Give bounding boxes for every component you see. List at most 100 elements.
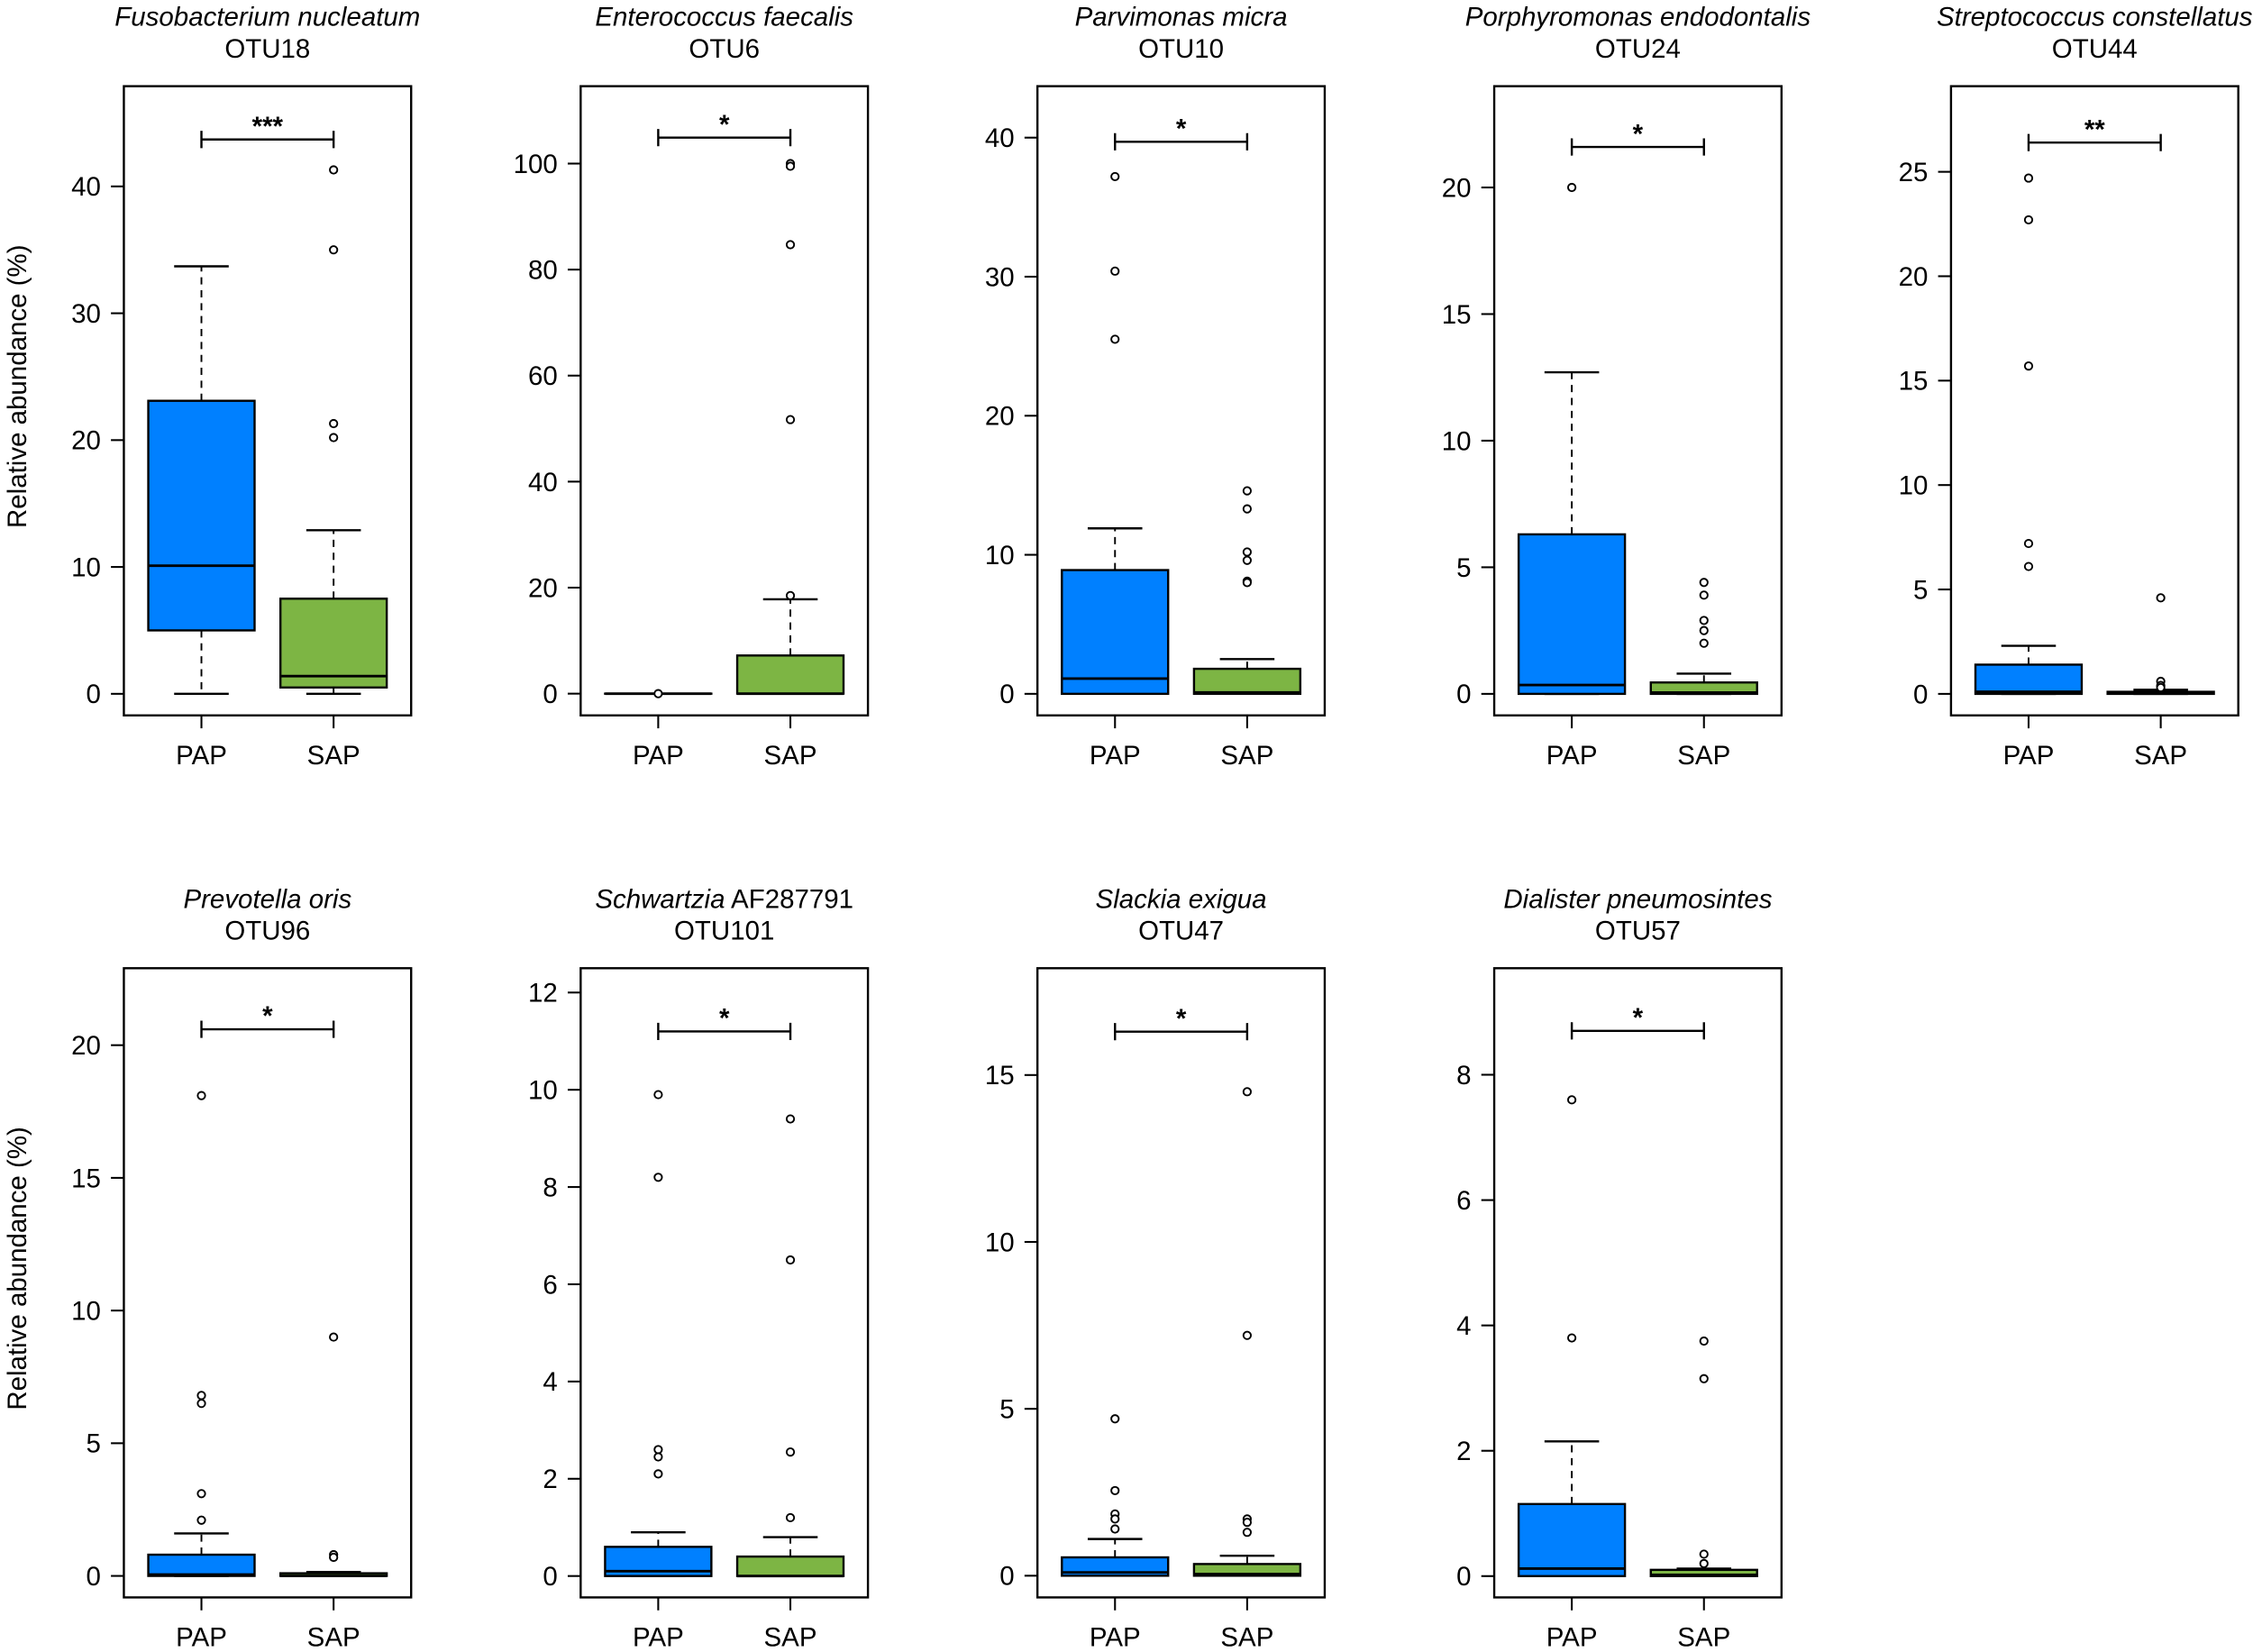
x-tick-label-sap: SAP: [2134, 741, 2187, 771]
species-name: Streptococcus constellatus: [1937, 3, 2253, 32]
y-tick-label: 40: [71, 172, 101, 202]
y-tick-label: 0: [1913, 680, 1928, 709]
box-pap: [147, 265, 256, 696]
iqr-box: [1517, 1502, 1627, 1577]
iqr-box: [147, 1553, 256, 1577]
outlier-point: [1242, 504, 1252, 514]
box-pap: [604, 1090, 713, 1577]
species-name: Prevotella oris: [183, 884, 351, 914]
y-tick-label: 0: [1456, 680, 1471, 709]
box-sap: [735, 1114, 845, 1578]
outlier-point: [1699, 1374, 1709, 1383]
y-tick-label: 20: [1899, 262, 1929, 292]
outlier-point: [2023, 214, 2034, 225]
x-tick-label-sap: SAP: [764, 741, 817, 771]
outlier-point: [1699, 578, 1709, 588]
y-tick-label: 5: [1456, 553, 1471, 583]
significance-stars: *: [1633, 119, 1644, 149]
box-pap: [604, 689, 713, 698]
y-tick-label: 2: [1456, 1437, 1471, 1466]
y-tick-label: 6: [1456, 1186, 1471, 1216]
significance-bracket: [1570, 138, 1705, 156]
y-tick-label: 20: [1442, 173, 1472, 203]
iqr-box: [147, 399, 256, 632]
significance-stars: *: [719, 1004, 730, 1034]
outlier-point: [1242, 1517, 1252, 1528]
outlier-point: [1242, 547, 1252, 557]
plot-frame: [123, 967, 413, 1599]
y-axis-label: Relative abundance (%): [3, 1127, 32, 1410]
outlier-point: [329, 1552, 339, 1563]
outlier-point: [2023, 173, 2034, 183]
iqr-box: [1192, 667, 1302, 696]
y-tick-label: 15: [71, 1164, 101, 1193]
box-pap: [1061, 1414, 1170, 1577]
outlier-point: [653, 689, 663, 698]
outlier-point: [1699, 616, 1709, 625]
x-tick-label-pap: PAP: [1546, 741, 1598, 771]
y-tick-label: 20: [71, 426, 101, 456]
outlier-point: [653, 1090, 663, 1100]
box-sap: [1192, 486, 1302, 696]
outlier-point: [1699, 638, 1709, 648]
box-sap: [1192, 1087, 1302, 1577]
outlier-point: [2156, 593, 2166, 603]
outlier-point: [785, 1447, 796, 1457]
outlier-point: [1699, 1558, 1709, 1568]
y-tick-label: 30: [71, 299, 101, 329]
outlier-point: [196, 1489, 206, 1499]
outlier-point: [653, 1452, 663, 1462]
panel-title-otu: OTU47: [1138, 916, 1224, 945]
outlier-point: [2023, 561, 2034, 571]
plot-frame: [1035, 967, 1327, 1599]
x-tick-label-sap: SAP: [1220, 741, 1273, 771]
y-tick-label: 2: [543, 1465, 557, 1494]
outlier-point: [653, 1445, 663, 1455]
x-tick-label-pap: PAP: [633, 741, 684, 771]
plot-frame: [123, 85, 413, 716]
outlier-point: [653, 1469, 663, 1479]
outlier-point: [1110, 1485, 1120, 1496]
panel-title-species: Slackia exigua: [1096, 884, 1267, 914]
y-tick-label: 25: [1899, 158, 1929, 187]
significance-stars: **: [2084, 114, 2105, 144]
panel-title-species: Prevotella oris: [183, 884, 351, 914]
x-tick-label-sap: SAP: [307, 741, 360, 771]
x-tick-label-pap: PAP: [1090, 1623, 1141, 1652]
outlier-point: [1699, 625, 1709, 635]
significance-stars: *: [1176, 114, 1187, 144]
x-tick-label-sap: SAP: [1677, 741, 1730, 771]
outlier-point: [196, 1399, 206, 1409]
plot-frame: [579, 85, 870, 716]
x-tick-label-sap: SAP: [764, 1623, 817, 1652]
x-tick-label-sap: SAP: [1220, 1623, 1273, 1652]
box-pap: [1517, 1095, 1627, 1577]
outlier-point: [196, 1391, 206, 1401]
significance-bracket: [1114, 1023, 1249, 1041]
outlier-point: [196, 1091, 206, 1100]
panel-title-otu: OTU57: [1595, 916, 1681, 945]
y-tick-label: 40: [985, 123, 1015, 153]
plot-frame: [1035, 85, 1327, 716]
box-pap: [1974, 173, 2084, 696]
panel-title-otu: OTU18: [224, 34, 310, 64]
species-name: Parvimonas micra: [1075, 3, 1288, 32]
y-tick-label: 8: [1456, 1061, 1471, 1091]
outlier-point: [2156, 682, 2166, 693]
y-tick-label: 5: [87, 1429, 101, 1459]
outlier-point: [1110, 1514, 1120, 1524]
y-tick-label: 0: [999, 1562, 1014, 1592]
x-tick-label-sap: SAP: [1677, 1623, 1730, 1652]
y-tick-label: 15: [1442, 300, 1472, 330]
outlier-point: [1699, 1549, 1709, 1559]
significance-bracket: [200, 131, 335, 149]
significance-bracket: [1114, 132, 1249, 151]
outlier-point: [2023, 538, 2034, 549]
y-tick-label: 0: [999, 680, 1014, 709]
